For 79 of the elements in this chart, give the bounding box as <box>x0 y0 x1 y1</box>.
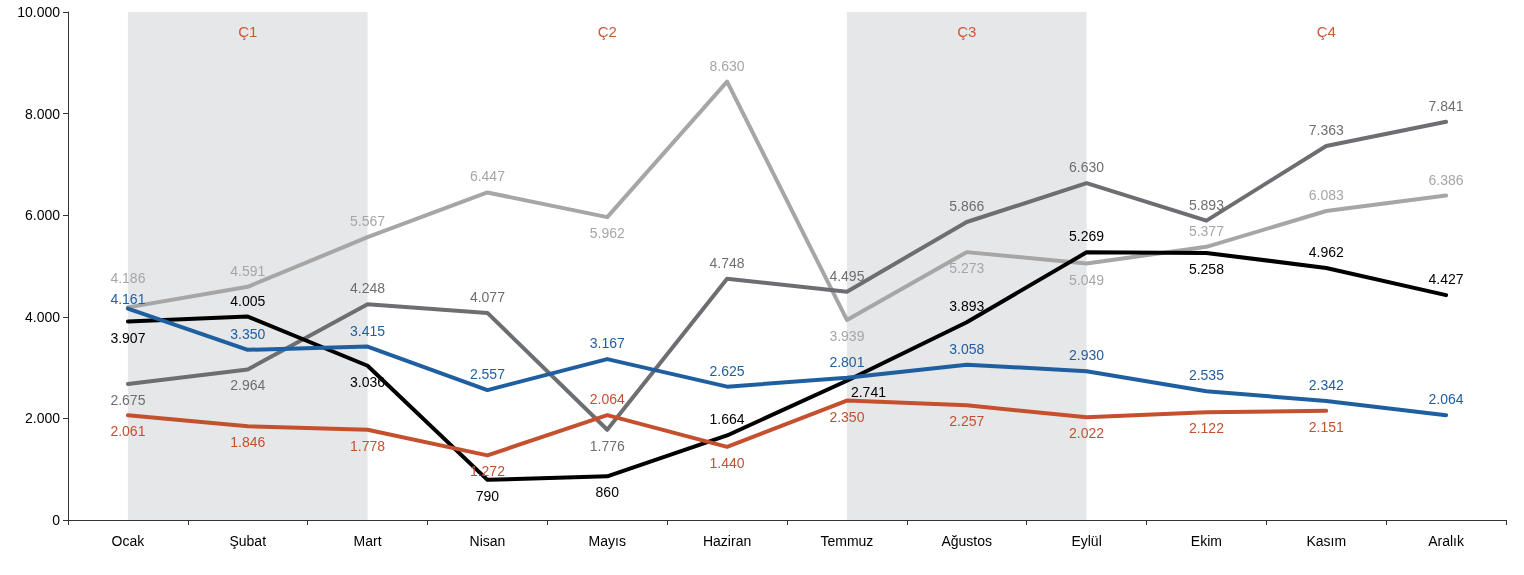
data-label: 1.778 <box>350 437 386 454</box>
data-label: 6.083 <box>1308 186 1344 203</box>
x-tick-label: Mart <box>353 533 382 549</box>
data-label: 2.535 <box>1188 367 1225 384</box>
data-label: 4.248 <box>350 280 386 297</box>
band-label: Ç1 <box>238 23 258 40</box>
data-label: 3.939 <box>829 327 865 344</box>
data-label: 8.630 <box>709 57 745 74</box>
data-label: 2.741 <box>850 383 887 400</box>
y-tick-label: 4.000 <box>24 308 61 325</box>
data-label: 7.363 <box>1308 121 1344 138</box>
data-label: 5.866 <box>949 198 985 215</box>
data-label: 1.664 <box>709 411 745 428</box>
data-label: 4.427 <box>1428 271 1464 288</box>
data-label: 2.257 <box>949 413 985 430</box>
data-label: 7.841 <box>1428 97 1464 114</box>
data-label: 6.447 <box>469 168 506 185</box>
data-label: 5.567 <box>350 213 386 230</box>
data-label: 5.049 <box>1069 271 1105 288</box>
data-label: 1.846 <box>230 434 266 451</box>
data-label: 5.962 <box>589 225 625 242</box>
data-label: 4.186 <box>110 270 146 287</box>
x-tick-label: Eylül <box>1071 533 1102 549</box>
data-label: 4.495 <box>829 267 865 284</box>
x-tick-label: Ağustos <box>941 533 993 549</box>
x-tick-label: Ekim <box>1190 533 1222 549</box>
data-label: 3.058 <box>949 340 985 357</box>
data-label: 2.122 <box>1188 420 1225 437</box>
y-tick-label: 0 <box>52 512 61 528</box>
x-tick-label: Temmuz <box>820 533 874 549</box>
x-tick-label: Nisan <box>469 533 506 549</box>
data-label: 4.077 <box>469 288 506 305</box>
data-label: 5.893 <box>1188 196 1225 213</box>
y-tick-label: 10.000 <box>17 4 61 20</box>
data-label: 2.151 <box>1308 418 1344 435</box>
data-label: 2.625 <box>709 362 745 379</box>
band-label: Ç3 <box>957 23 977 40</box>
data-label: 2.350 <box>829 408 865 425</box>
data-label: 4.962 <box>1308 243 1344 260</box>
x-tick-label: Ocak <box>111 533 146 549</box>
data-label: 1.776 <box>589 437 625 454</box>
annotation: Ç4 <box>1316 23 1336 40</box>
data-label: 5.269 <box>1069 228 1105 245</box>
data-label: 2.342 <box>1308 377 1344 394</box>
data-label: 2.675 <box>110 392 146 409</box>
data-label: 6.386 <box>1428 171 1464 188</box>
x-tick-label: Şubat <box>229 533 267 549</box>
y-tick-label: 8.000 <box>24 105 61 122</box>
data-label: 860 <box>595 484 620 501</box>
data-label: 2.064 <box>1428 391 1464 408</box>
data-label: 3.415 <box>350 322 386 339</box>
x-tick-label: Kasım <box>1306 533 1347 549</box>
x-tick-label: Aralık <box>1428 533 1465 549</box>
data-label: 4.591 <box>230 262 266 279</box>
x-tick-label: Haziran <box>702 533 752 549</box>
data-label: 4.748 <box>709 254 745 271</box>
x-tick-label: Mayıs <box>588 533 626 549</box>
data-label: 2.064 <box>589 391 625 408</box>
data-label: 5.377 <box>1188 222 1225 239</box>
y-tick-label: 6.000 <box>24 207 61 224</box>
data-label: 5.258 <box>1188 260 1225 277</box>
data-label: 2.061 <box>110 423 146 440</box>
data-label: 4.161 <box>110 290 146 307</box>
data-label: 4.005 <box>230 292 266 309</box>
data-label: 5.273 <box>949 260 985 277</box>
data-label: 2.557 <box>469 366 506 383</box>
data-label: 3.893 <box>949 298 985 315</box>
data-label: 2.801 <box>829 353 865 370</box>
data-label: 3.350 <box>230 325 266 342</box>
y-tick-label: 2.000 <box>24 410 61 427</box>
data-label: 6.630 <box>1069 159 1105 176</box>
data-label: 3.907 <box>110 329 146 346</box>
data-label: 3.167 <box>589 335 625 352</box>
data-label: 2.930 <box>1069 347 1105 364</box>
data-label: 2.964 <box>230 377 266 394</box>
data-label: 1.440 <box>709 454 745 471</box>
data-label: 790 <box>475 487 500 504</box>
data-label: 2.022 <box>1069 425 1105 442</box>
annotation: Ç2 <box>597 23 617 40</box>
